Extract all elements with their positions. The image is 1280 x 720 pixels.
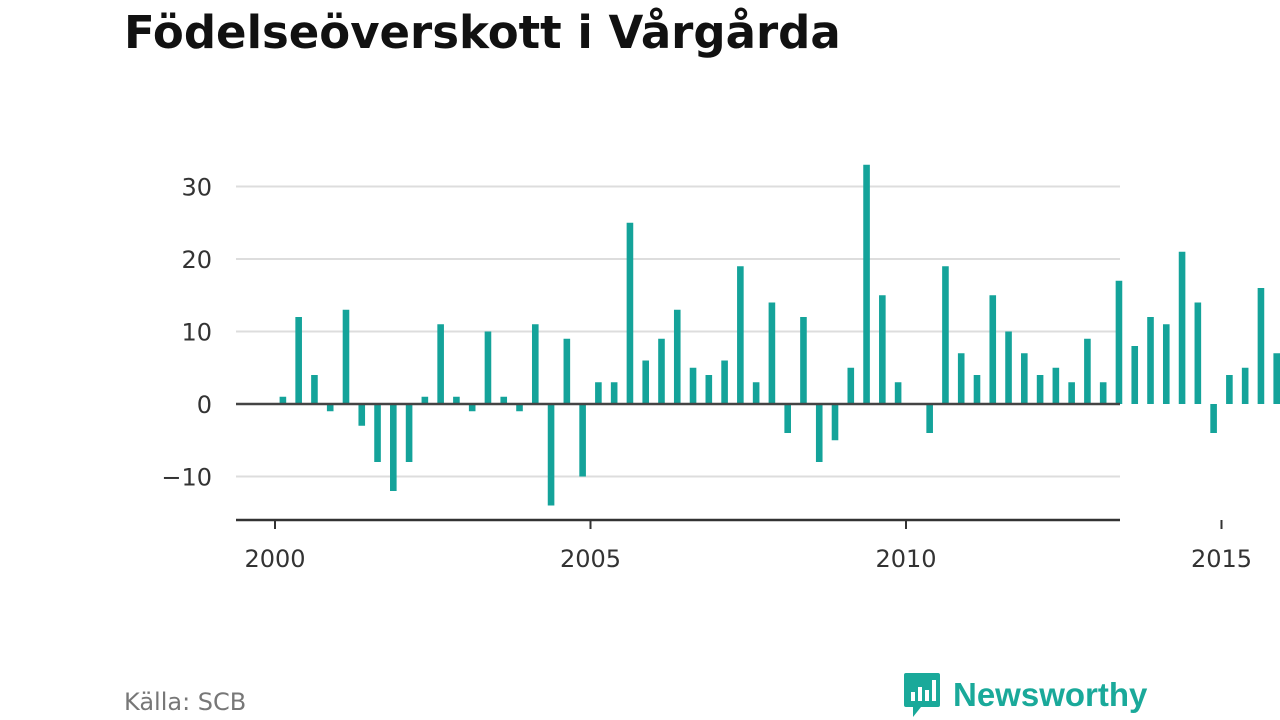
x-tick-label: 2010 — [875, 545, 936, 573]
newsworthy-logo-icon — [904, 673, 940, 717]
brand-logo[interactable]: Newsworthy — [903, 670, 1147, 720]
x-tick-label: 2015 — [1191, 545, 1252, 573]
bar — [1241, 367, 1249, 404]
bar — [800, 317, 807, 404]
bar — [453, 396, 460, 404]
bar — [500, 396, 508, 404]
tick-labels: −100102030200020052010201520202025 — [161, 174, 1252, 574]
y-tick-label: 30 — [181, 174, 212, 202]
bar — [642, 360, 650, 404]
bar — [815, 404, 823, 462]
bar — [1115, 280, 1123, 404]
bar — [847, 367, 855, 404]
bar — [295, 317, 302, 404]
bar — [863, 164, 870, 404]
bar — [358, 404, 366, 426]
bar — [1099, 382, 1107, 404]
bar — [784, 404, 791, 433]
bar — [752, 382, 760, 404]
bar — [658, 338, 665, 404]
bar — [579, 404, 586, 477]
bar — [989, 295, 997, 404]
bar — [1273, 353, 1280, 404]
bar — [831, 404, 839, 441]
bar — [311, 375, 318, 404]
bar — [610, 382, 618, 404]
bar — [516, 404, 523, 412]
bar — [342, 309, 350, 404]
bar — [326, 404, 334, 412]
brand-name: Newsworthy — [953, 676, 1148, 713]
bar — [563, 338, 571, 404]
bar — [374, 404, 381, 462]
bar — [626, 222, 634, 404]
bar — [768, 302, 776, 404]
bar — [437, 324, 444, 404]
bar — [1131, 346, 1139, 404]
bar — [1021, 353, 1028, 404]
bar — [1178, 251, 1186, 404]
bar — [1068, 382, 1075, 404]
bar — [1005, 331, 1012, 404]
y-tick-label: 10 — [181, 319, 212, 347]
bar — [1210, 404, 1217, 433]
bar — [673, 309, 681, 404]
x-tick-label: 2005 — [560, 545, 621, 573]
bar — [879, 295, 886, 404]
y-tick-label: 20 — [181, 246, 212, 274]
bar — [531, 324, 539, 404]
bar — [1257, 288, 1265, 404]
bars — [279, 164, 1280, 506]
bar — [595, 382, 602, 404]
bar — [1084, 338, 1091, 404]
chart-title: Födelseöverskott i Vårgårda — [124, 6, 841, 59]
bar — [279, 396, 287, 404]
bar — [421, 396, 429, 404]
bar — [942, 266, 949, 404]
x-tick-label: 2000 — [244, 545, 305, 573]
source-note: Källa: SCB — [124, 688, 247, 716]
bar — [737, 266, 744, 404]
bar — [547, 404, 555, 506]
bar — [926, 404, 933, 433]
bar — [721, 360, 728, 404]
bar — [957, 353, 965, 404]
chart-plot: −100102030200020052010201520202025 — [161, 164, 1280, 574]
bar — [894, 382, 902, 404]
bar — [390, 404, 397, 491]
bar — [1194, 302, 1202, 404]
bar — [468, 404, 476, 412]
y-tick-label: 0 — [197, 391, 212, 419]
bar — [1226, 375, 1233, 404]
bar — [1147, 317, 1154, 404]
y-tick-label: −10 — [161, 464, 212, 492]
bar — [484, 331, 492, 404]
bar — [1052, 367, 1060, 404]
bar — [1036, 375, 1044, 404]
bar — [689, 367, 697, 404]
bar — [973, 375, 981, 404]
bar — [1162, 324, 1170, 404]
axes — [236, 402, 1223, 529]
bar — [405, 404, 413, 462]
bar — [705, 375, 713, 404]
